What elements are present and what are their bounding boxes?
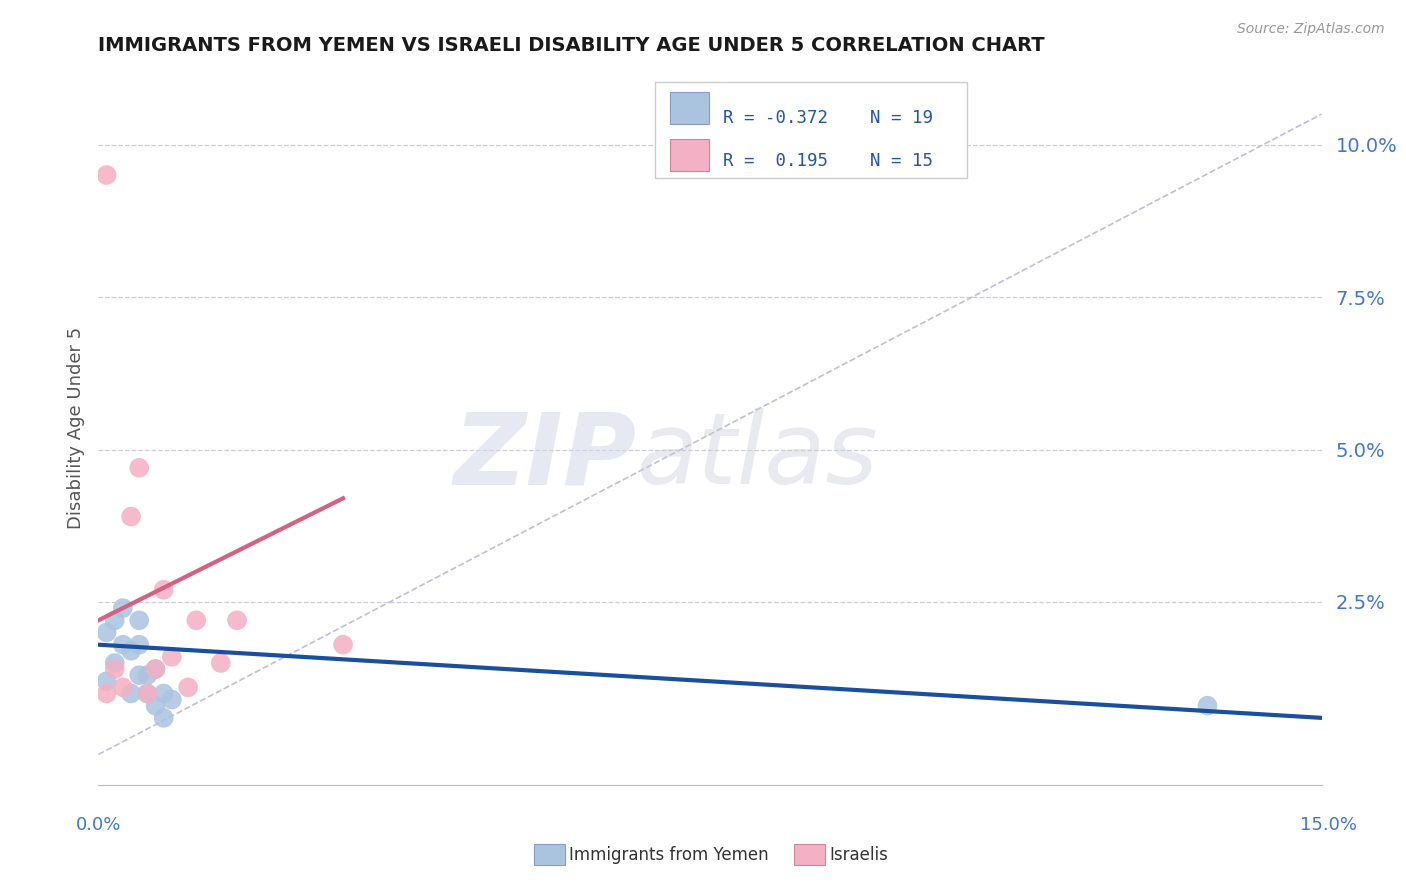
Point: [145, 662, 167, 676]
Text: R =  0.195    N = 15: R = 0.195 N = 15: [724, 152, 934, 170]
Text: Immigrants from Yemen: Immigrants from Yemen: [569, 846, 769, 863]
Point: [104, 656, 127, 670]
Point: [120, 509, 142, 524]
Point: [136, 668, 159, 682]
Point: [104, 662, 127, 676]
Bar: [669, 93, 709, 125]
Point: [145, 662, 167, 676]
Point: [128, 613, 150, 627]
Point: [152, 711, 174, 725]
Point: [177, 681, 200, 695]
Point: [96, 625, 118, 640]
Point: [96, 686, 118, 700]
Point: [226, 613, 249, 627]
Point: [128, 638, 150, 652]
Point: [160, 692, 183, 706]
Text: R = -0.372    N = 19: R = -0.372 N = 19: [724, 109, 934, 127]
Point: [111, 638, 134, 652]
Bar: [669, 139, 709, 170]
Point: [120, 644, 142, 658]
Point: [120, 686, 142, 700]
Text: Source: ZipAtlas.com: Source: ZipAtlas.com: [1237, 22, 1385, 37]
Point: [128, 668, 150, 682]
Text: IMMIGRANTS FROM YEMEN VS ISRAELI DISABILITY AGE UNDER 5 CORRELATION CHART: IMMIGRANTS FROM YEMEN VS ISRAELI DISABIL…: [98, 36, 1045, 54]
Point: [209, 656, 232, 670]
Point: [96, 168, 118, 182]
Point: [128, 460, 150, 475]
Point: [152, 582, 174, 597]
Text: ZIP: ZIP: [454, 409, 637, 505]
Point: [186, 613, 208, 627]
Point: [332, 638, 354, 652]
Y-axis label: Disability Age Under 5: Disability Age Under 5: [66, 327, 84, 529]
Point: [145, 698, 167, 713]
Point: [111, 681, 134, 695]
Point: [96, 674, 118, 689]
Point: [160, 649, 183, 664]
Point: [136, 686, 159, 700]
Text: 15.0%: 15.0%: [1301, 816, 1357, 834]
Text: 0.0%: 0.0%: [76, 816, 121, 834]
Text: atlas: atlas: [637, 409, 879, 505]
FancyBboxPatch shape: [655, 82, 967, 178]
Point: [136, 686, 159, 700]
Point: [104, 613, 127, 627]
Point: [152, 686, 174, 700]
Point: [1197, 698, 1219, 713]
Text: Israelis: Israelis: [830, 846, 889, 863]
Point: [111, 601, 134, 615]
